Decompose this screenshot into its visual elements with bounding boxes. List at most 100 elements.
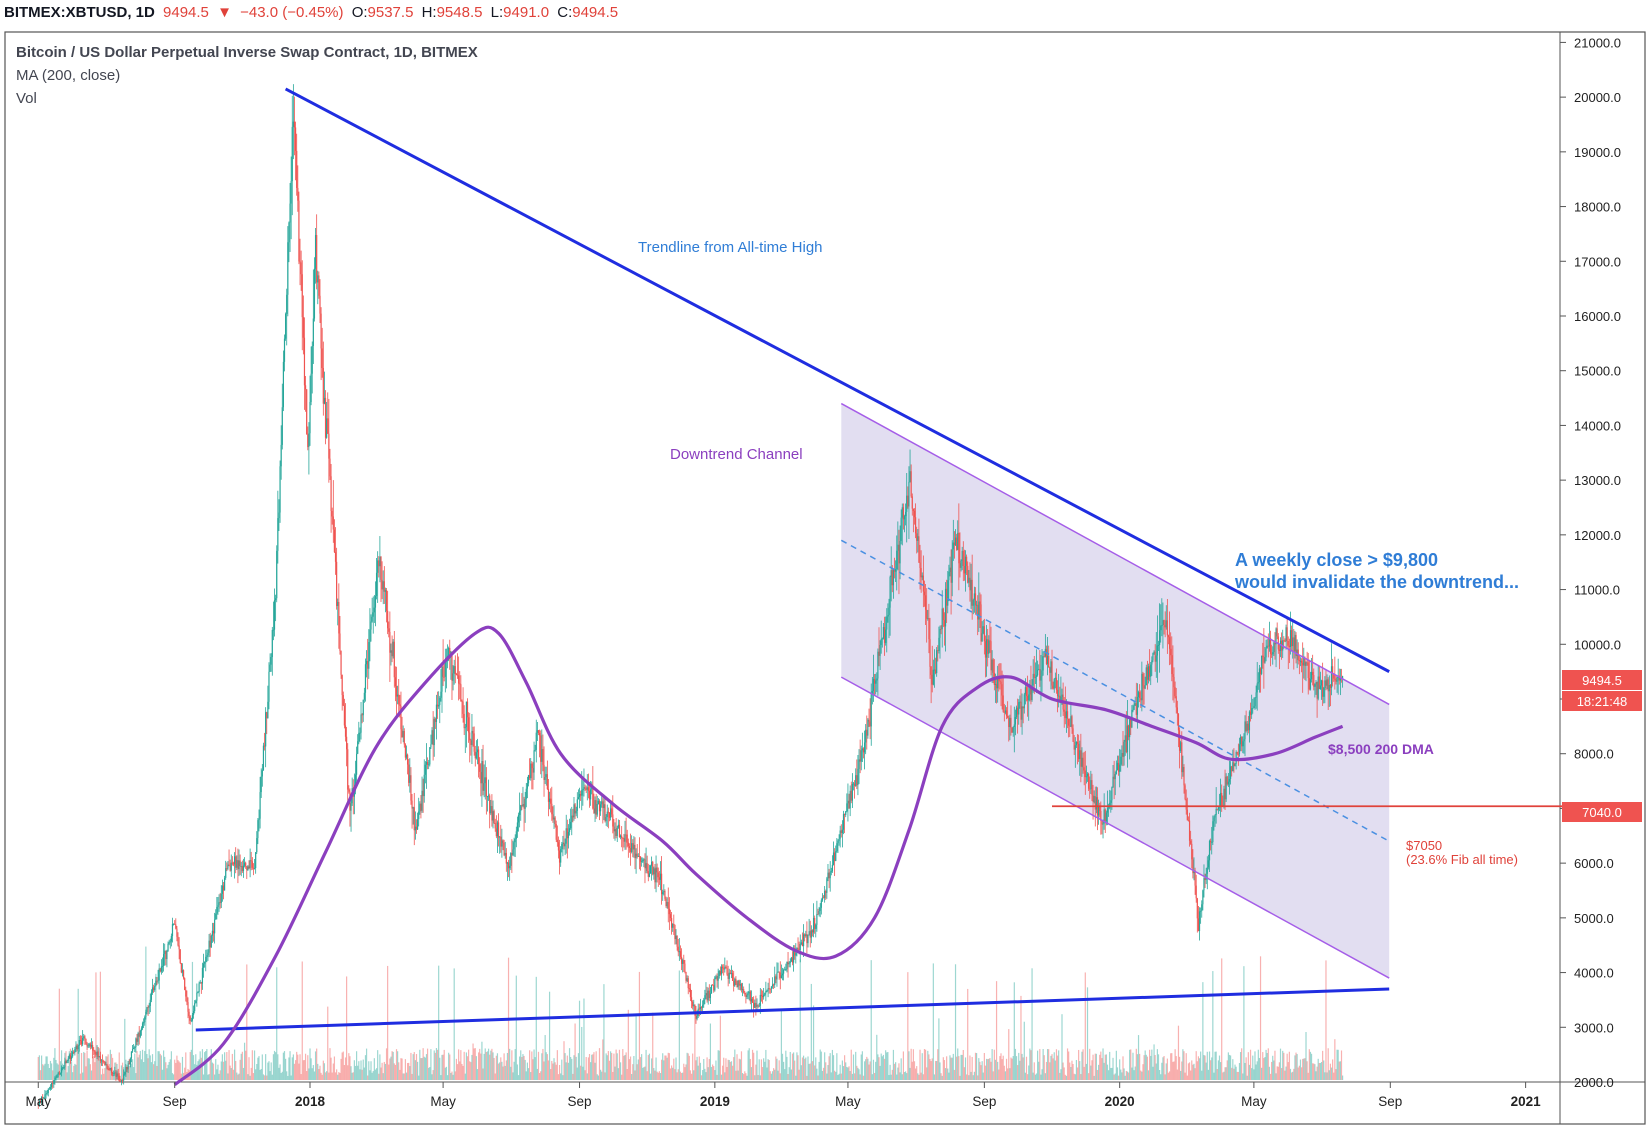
candle-body: [399, 704, 401, 706]
candle-body: [392, 641, 394, 657]
candle-body: [444, 661, 446, 677]
volume-bar: [1170, 1053, 1172, 1080]
ma-200-line: [173, 625, 1344, 1086]
volume-bar: [623, 1055, 625, 1080]
volume-bar: [416, 1061, 419, 1080]
channel-lower-line[interactable]: [840, 676, 1390, 979]
volume-bar: [296, 1051, 298, 1080]
volume-bar: [656, 1071, 658, 1080]
candle-body: [1238, 744, 1241, 755]
candle-body: [1109, 802, 1111, 808]
volume-bar: [547, 1060, 550, 1080]
channel-mid-line[interactable]: [840, 539, 1390, 842]
volume-bar: [677, 1069, 679, 1080]
volume-bar: [1035, 1073, 1038, 1080]
support-line[interactable]: [195, 987, 1390, 1032]
candle-body: [1279, 640, 1282, 651]
volume-bar: [371, 1072, 373, 1080]
volume-bar: [540, 1071, 542, 1080]
volume-bar: [268, 1061, 270, 1080]
volume-bar: [1210, 1060, 1212, 1080]
countdown-badge: [1562, 691, 1642, 711]
candle-body: [675, 935, 677, 940]
volume-bar: [527, 1068, 530, 1080]
volume-bar: [465, 1052, 467, 1080]
candle-body: [961, 550, 963, 561]
candle-body: [536, 730, 538, 733]
candle-body: [240, 865, 242, 867]
price-axis[interactable]: 21000.020000.019000.018000.017000.016000…: [1560, 35, 1621, 1090]
candle-body: [1188, 820, 1191, 841]
volume-bar: [723, 1057, 725, 1080]
channel-upper-line[interactable]: [840, 402, 1390, 706]
candle-body: [68, 1055, 70, 1059]
volume-bar: [1068, 1051, 1070, 1080]
volume-bar: [810, 983, 812, 1080]
time-tick-label: Sep: [568, 1094, 592, 1109]
candle-body: [107, 1068, 109, 1070]
volume-bar: [397, 1051, 399, 1080]
candle-body: [847, 800, 849, 804]
candle-body: [827, 872, 829, 879]
volume-bar: [329, 1048, 331, 1080]
vol-legend[interactable]: Vol: [16, 90, 37, 107]
volume-bar: [600, 1069, 602, 1080]
volume-bar: [278, 1067, 280, 1080]
candle-body: [1139, 692, 1141, 699]
candle-body: [1064, 711, 1066, 719]
candle-body: [899, 541, 901, 564]
volume-bar: [491, 1048, 493, 1080]
candle-body: [1247, 723, 1249, 731]
candle-body: [1053, 678, 1055, 689]
candle-body: [757, 1005, 759, 1007]
candle-body: [1133, 705, 1135, 710]
candle-body: [1304, 657, 1306, 666]
volume-bar: [1220, 1062, 1222, 1080]
volume-bar: [1167, 1072, 1170, 1080]
price-chart[interactable]: Bitcoin / US Dollar Perpetual Inverse Sw…: [0, 26, 1650, 1130]
volume-bar: [924, 1049, 927, 1080]
candle-body: [1339, 678, 1341, 681]
volume-bar: [514, 1049, 516, 1080]
candle-body: [608, 812, 611, 818]
candle-body: [1098, 806, 1100, 816]
candle-body: [918, 536, 920, 563]
ma-legend[interactable]: MA (200, close): [16, 67, 120, 84]
volume-bar: [713, 1066, 715, 1080]
time-tick-label: Sep: [972, 1094, 996, 1109]
candle-body: [56, 1074, 58, 1078]
candle-body: [1248, 711, 1251, 731]
candle-body: [890, 570, 892, 578]
candle-body: [575, 810, 577, 814]
candle-body: [102, 1060, 104, 1062]
candle-body: [163, 954, 165, 966]
candle-body: [448, 647, 450, 656]
candle-body: [806, 934, 808, 944]
candle-body: [631, 843, 633, 852]
candle-body: [703, 999, 705, 1005]
candle-body: [1180, 742, 1182, 751]
candle-body: [148, 1005, 150, 1008]
volume-bar: [1111, 1067, 1113, 1080]
candle-body: [272, 629, 275, 631]
volume-bar: [622, 1049, 624, 1080]
volume-bar: [174, 1059, 176, 1080]
trendline-line[interactable]: [284, 87, 1390, 673]
symbol-label[interactable]: BITMEX:XBTUSD, 1D: [4, 4, 155, 21]
candle-body: [939, 628, 941, 638]
volume-bar: [353, 1060, 355, 1080]
time-axis[interactable]: May Sep 2018 May Sep 2019 May Sep 2020 May Sep 2021: [26, 1082, 1542, 1109]
volume-bar: [730, 1061, 733, 1080]
volume-bar: [1284, 1070, 1286, 1080]
volume-bar: [830, 1072, 832, 1080]
volume-bar: [868, 1064, 870, 1080]
time-tick-label: 2021: [1511, 1094, 1542, 1109]
candle-body: [1221, 792, 1223, 806]
volume-bar: [574, 1023, 576, 1080]
candle-body: [1330, 666, 1333, 688]
volume-bar: [541, 1053, 543, 1080]
candle-body: [547, 788, 550, 802]
candle-body: [1091, 780, 1093, 795]
volume-bar: [593, 1052, 595, 1080]
candle-body: [512, 849, 514, 855]
